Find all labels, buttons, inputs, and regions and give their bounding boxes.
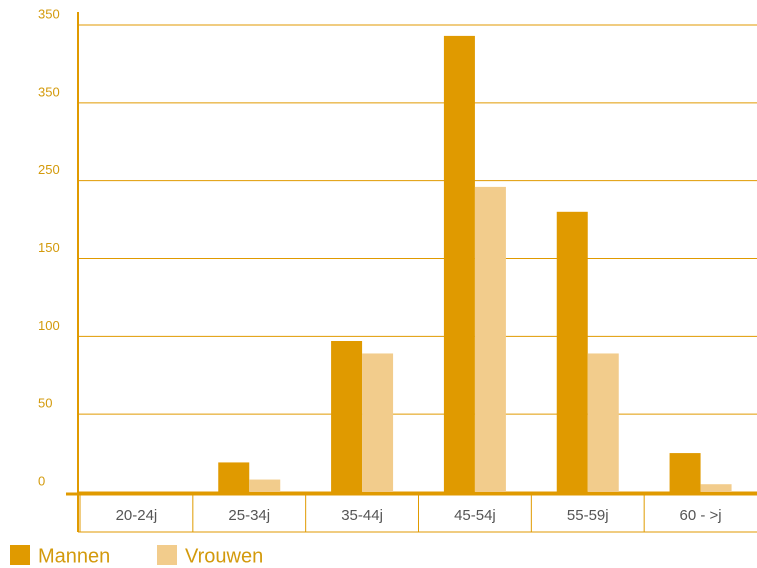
x-tick-label: 60 - >j xyxy=(680,507,722,524)
y-tick-label: 350 xyxy=(38,84,60,99)
y-tick-label: 100 xyxy=(38,318,60,333)
x-tick-label: 45-54j xyxy=(454,507,496,524)
bar xyxy=(587,353,619,492)
x-tick-label: 20-24j xyxy=(116,507,158,524)
bar xyxy=(362,353,394,492)
x-tick-label: 55-59j xyxy=(567,507,609,524)
y-tick-label: 350 xyxy=(38,6,60,21)
bar xyxy=(556,211,588,493)
y-tick-label: 150 xyxy=(38,240,60,255)
bar xyxy=(249,479,281,492)
legend-label: Vrouwen xyxy=(185,545,263,567)
y-tick-label: 250 xyxy=(38,162,60,177)
bar xyxy=(669,453,701,492)
legend-swatch xyxy=(10,545,30,565)
bar xyxy=(474,186,506,493)
bar xyxy=(331,341,363,492)
legend-swatch xyxy=(157,545,177,565)
y-tick-label: 0 xyxy=(38,473,45,488)
x-tick-label: 35-44j xyxy=(341,507,383,524)
y-tick-label: 50 xyxy=(38,396,52,411)
x-tick-label: 25-34j xyxy=(228,507,270,524)
bar xyxy=(700,484,732,492)
bar xyxy=(443,35,475,492)
bar xyxy=(218,462,250,492)
legend-label: Mannen xyxy=(38,545,110,567)
